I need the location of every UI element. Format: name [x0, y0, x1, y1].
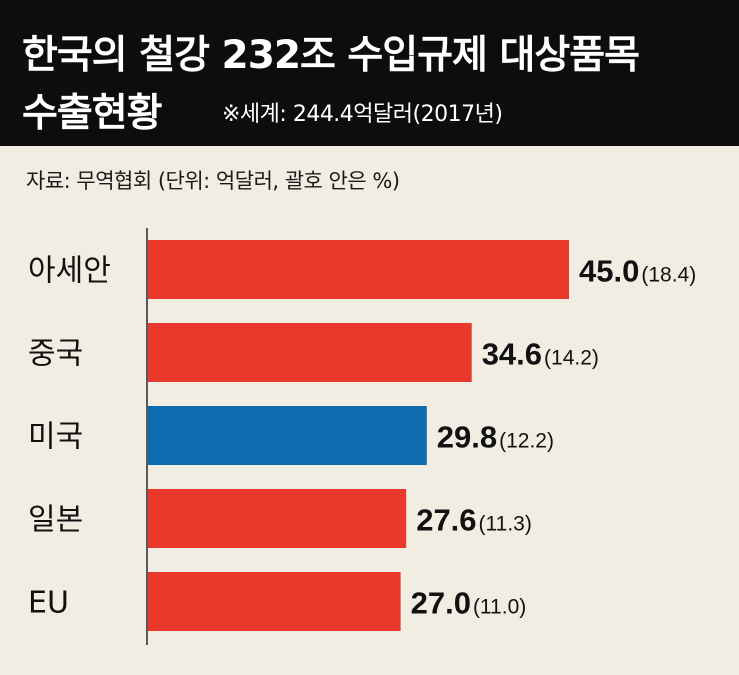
share-label: (18.4) [641, 264, 696, 287]
world-total-note: ※세계: 244.4억달러(2017년) [222, 102, 503, 127]
value-label: 45.0 [579, 254, 639, 289]
category-label: 아세안 [28, 254, 111, 289]
bar-1 [148, 240, 569, 299]
category-label: 일본 [28, 503, 83, 538]
share-label: (11.0) [473, 596, 526, 619]
chart-title-line2: 수출현황 [22, 91, 163, 136]
value-label: 29.8 [437, 420, 497, 455]
category-label: 미국 [28, 420, 83, 455]
bar-4 [148, 489, 407, 548]
chart-title: 한국의 철강 232조 수입규제 대상품목 [22, 33, 640, 78]
value-label: 27.0 [411, 586, 471, 621]
bar-3 [148, 406, 427, 465]
bar-2 [148, 323, 472, 382]
category-label: 중국 [28, 337, 83, 372]
title-banner: 한국의 철강 232조 수입규제 대상품목 수출현황 ※세계: 244.4억달러… [0, 0, 739, 146]
bar-5 [148, 572, 401, 631]
share-label: (14.2) [544, 347, 599, 370]
share-label: (11.3) [479, 513, 532, 536]
value-label: 27.6 [416, 503, 476, 538]
source-unit-note: 자료: 무역협회 (단위: 억달러, 괄호 안은 %) [26, 169, 400, 193]
value-label: 34.6 [482, 337, 542, 372]
category-label: EU [28, 586, 69, 621]
share-label: (12.2) [499, 430, 554, 453]
